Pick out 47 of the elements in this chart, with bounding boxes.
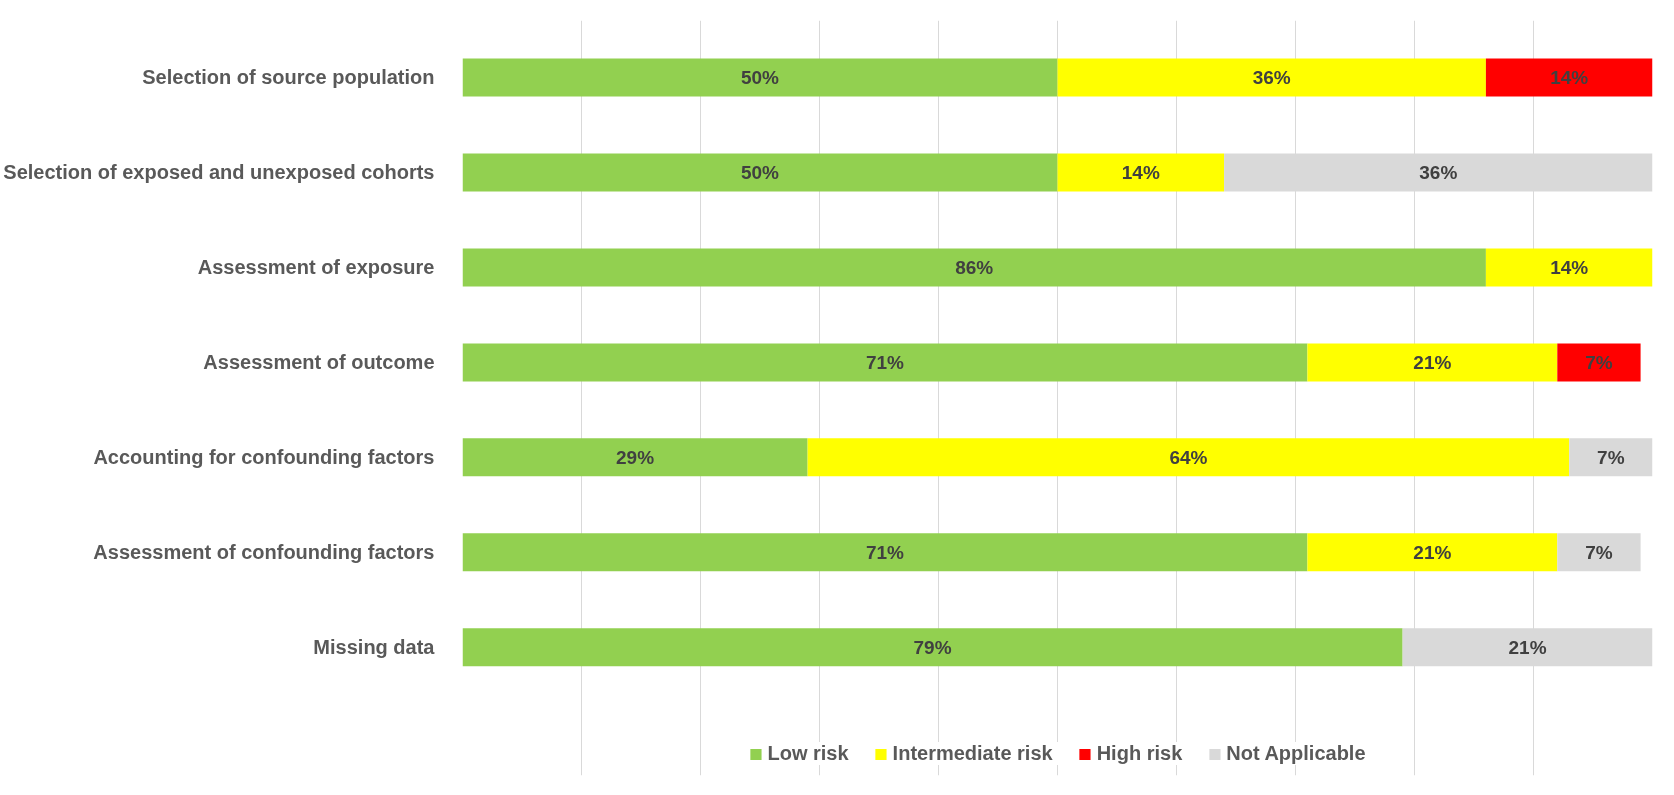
data-label: 14%: [1550, 66, 1589, 88]
legend-label: Intermediate risk: [892, 742, 1053, 765]
bar: [462, 343, 1308, 382]
legend-label: Low risk: [767, 742, 849, 765]
data-label: 21%: [1413, 541, 1452, 563]
data-label: 86%: [955, 256, 994, 278]
data-label: 36%: [1252, 66, 1291, 88]
data-label: 7%: [1585, 541, 1613, 563]
data-label: 64%: [1169, 446, 1208, 468]
bar: [1569, 438, 1653, 477]
data-label: 71%: [865, 351, 905, 373]
y-tick-label: Selection of exposed and unexposed cohorts: [3, 161, 435, 184]
data-label: 7%: [1585, 351, 1613, 373]
y-tick-label: Selection of source population: [142, 66, 435, 89]
bar: [462, 153, 1058, 192]
y-tick-label: Assessment of exposure: [197, 256, 435, 279]
bar: [1057, 153, 1225, 192]
bar: [462, 58, 1058, 97]
bar: [1557, 533, 1641, 572]
bar: [1485, 248, 1653, 287]
y-tick-label: Assessment of confounding factors: [93, 541, 435, 564]
bar: [1307, 343, 1558, 382]
bar: [462, 438, 808, 477]
bar: [462, 628, 1403, 667]
y-tick-label: Missing data: [313, 636, 436, 659]
data-label: 36%: [1419, 161, 1458, 183]
bar: [1557, 343, 1641, 382]
data-label: 79%: [913, 636, 952, 658]
y-tick-label: Assessment of outcome: [203, 351, 435, 374]
data-label: 14%: [1550, 256, 1589, 278]
bar: [1307, 533, 1558, 572]
bar: [1057, 58, 1486, 97]
data-label: 7%: [1597, 446, 1625, 468]
bar: [1485, 58, 1653, 97]
bar: [462, 248, 1486, 287]
y-tick-label: Accounting for confounding factors: [93, 446, 435, 469]
data-label: 21%: [1508, 636, 1547, 658]
data-label: 21%: [1413, 351, 1452, 373]
bar: [807, 438, 1570, 477]
bar: [462, 533, 1308, 572]
data-label: 29%: [616, 446, 655, 468]
data-label: 14%: [1121, 161, 1160, 183]
legend-label: Not Applicable: [1226, 742, 1366, 765]
legend-label: High risk: [1096, 742, 1183, 765]
data-label: 50%: [740, 66, 780, 88]
data-label: 50%: [740, 161, 780, 183]
data-label: 71%: [865, 541, 905, 563]
